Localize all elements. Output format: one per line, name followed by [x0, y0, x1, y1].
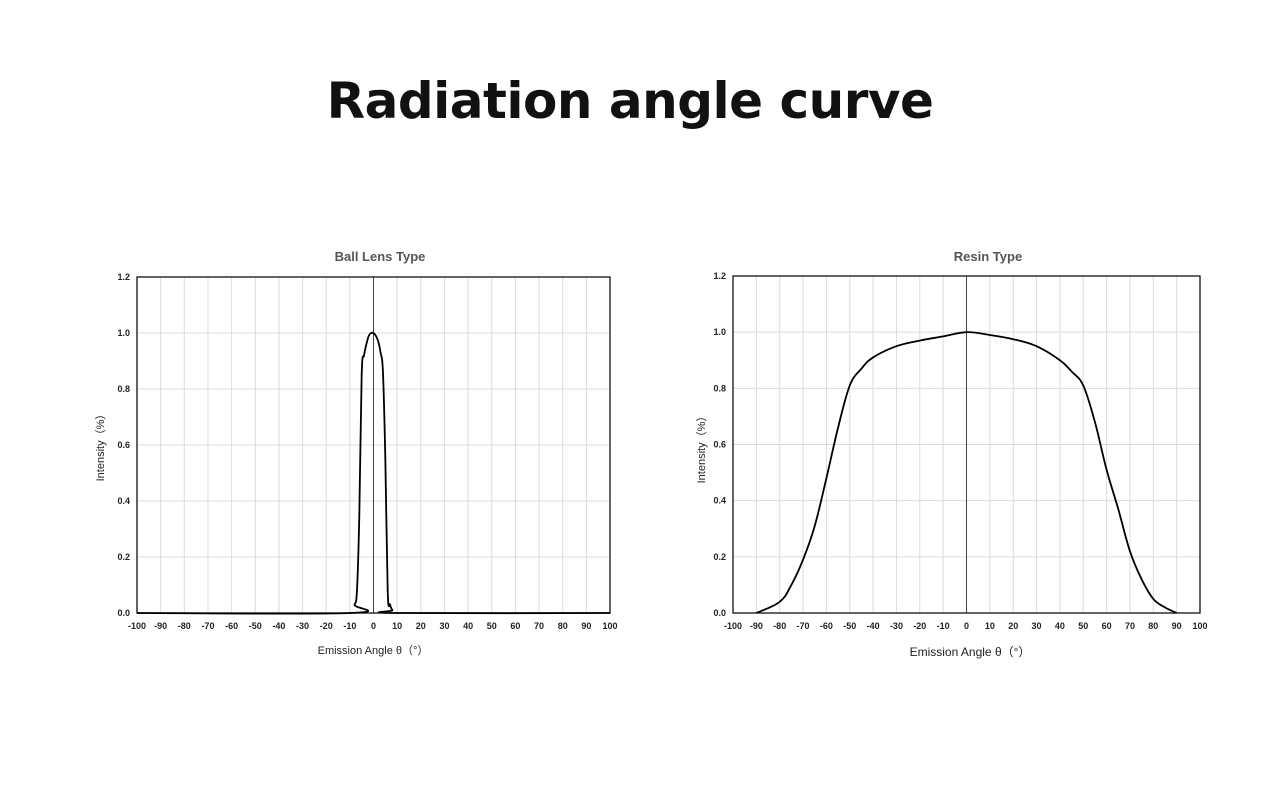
chart-0-x-tick-label: -50 [249, 621, 262, 631]
ball-lens-chart: -100 -90 -80 -70 -60 -50 -40 -30 -20 -10 0 10 20 30 40… [94, 249, 618, 657]
chart-1-x-tick-label: 0 [964, 621, 969, 631]
chart-0-x-tick-label: 40 [463, 621, 473, 631]
chart-1-x-tick-label: 80 [1148, 621, 1158, 631]
chart-1-x-tick-label: -10 [937, 621, 950, 631]
chart-0-x-tick-label: 90 [581, 621, 591, 631]
chart-1-y-tick-label: 0.6 [713, 440, 726, 450]
chart-1-x-tick-label: 20 [1008, 621, 1018, 631]
chart-1-x-tick-label: 30 [1032, 621, 1042, 631]
chart-0-plot-area [136, 276, 611, 614]
chart-0-y-axis-title: Intensity（%） [94, 409, 107, 482]
chart-1-x-tick-label: 70 [1125, 621, 1135, 631]
chart-0-y-tick-label: 0.0 [117, 608, 130, 618]
chart-0-y-tick-label: 0.6 [117, 440, 130, 450]
chart-0-x-tick-label: -40 [272, 621, 285, 631]
chart-1-x-axis-title: Emission Angle θ（°） [910, 645, 1031, 659]
chart-1-x-tick-label: -60 [820, 621, 833, 631]
chart-1-plot-area [732, 275, 1201, 614]
chart-1-series-line-0 [755, 331, 1178, 614]
chart-1-y-tick-label: 1.2 [713, 271, 726, 281]
chart-1-x-tick-label: 50 [1078, 621, 1088, 631]
chart-1-x-tick-label: 40 [1055, 621, 1065, 631]
chart-1-y-tick-label: 1.0 [713, 327, 726, 337]
chart-0-x-tick-label: -90 [154, 621, 167, 631]
chart-1-x-tick-label: -20 [913, 621, 926, 631]
chart-0-x-tick-label: 20 [416, 621, 426, 631]
chart-1-y-tick-label: 0.0 [713, 608, 726, 618]
chart-0-x-axis-title: Emission Angle θ（°） [318, 644, 429, 657]
chart-1-y-tick-label: 0.4 [713, 496, 726, 506]
chart-0-title: Ball Lens Type [335, 249, 426, 264]
chart-1-y-tick-label: 0.8 [713, 383, 726, 393]
chart-1-x-tick-label: -100 [724, 621, 742, 631]
page-title: Radiation angle curve [326, 72, 934, 130]
chart-1-x-tick-label: -70 [797, 621, 810, 631]
chart-1-y-tick-label: 0.2 [713, 552, 726, 562]
chart-1-x-tick-label: 60 [1102, 621, 1112, 631]
chart-0-y-tick-label: 1.0 [117, 328, 130, 338]
chart-0-x-tick-label: 10 [392, 621, 402, 631]
chart-1-x-tick-label: -40 [867, 621, 880, 631]
chart-0-x-tick-label: 50 [487, 621, 497, 631]
chart-0-x-tick-label: -100 [128, 621, 146, 631]
chart-1-x-tick-label: 100 [1192, 621, 1207, 631]
chart-0-x-tick-label: 30 [439, 621, 449, 631]
chart-0-x-tick-label: -70 [201, 621, 214, 631]
chart-0-x-tick-label: 70 [534, 621, 544, 631]
chart-1-x-tick-label: -30 [890, 621, 903, 631]
chart-0-x-tick-label: 0 [371, 621, 376, 631]
chart-0-y-tick-label: 1.2 [117, 272, 130, 282]
chart-0-y-tick-label: 0.2 [117, 552, 130, 562]
chart-0-series-line-0 [136, 331, 611, 615]
chart-0-x-tick-label: -30 [296, 621, 309, 631]
chart-0-x-tick-label: -10 [343, 621, 356, 631]
chart-1-x-tick-label: -80 [773, 621, 786, 631]
chart-1-y-axis-title: Intensity（%） [695, 411, 708, 484]
chart-0-x-tick-label: -60 [225, 621, 238, 631]
chart-0-x-tick-label: 80 [558, 621, 568, 631]
chart-1-x-tick-label: 90 [1172, 621, 1182, 631]
chart-0-x-tick-label: 60 [510, 621, 520, 631]
chart-0-x-tick-label: 100 [602, 621, 617, 631]
chart-1-title: Resin Type [954, 249, 1022, 264]
chart-1-x-tick-label: -90 [750, 621, 763, 631]
chart-0-y-tick-label: 0.4 [117, 496, 130, 506]
chart-1-x-tick-label: 10 [985, 621, 995, 631]
chart-0-y-tick-label: 0.8 [117, 384, 130, 394]
chart-0-x-tick-label: -20 [320, 621, 333, 631]
chart-1-x-tick-label: -50 [843, 621, 856, 631]
chart-0-x-tick-label: -80 [178, 621, 191, 631]
